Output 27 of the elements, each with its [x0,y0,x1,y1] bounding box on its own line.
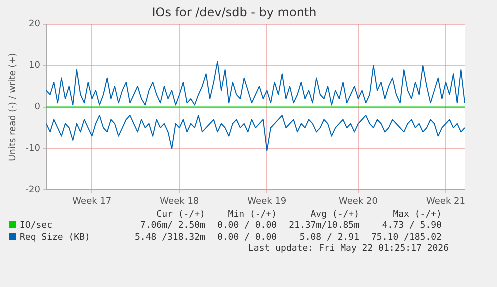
text: 0.00 / 0.00 [216,232,278,244]
chart-title: IOs for /dev/sdb - by month [152,5,317,20]
text: Last update: Fri May 22 01:25:17 2026 [248,244,450,254]
text: Cur (-/+) [156,210,206,220]
y-tick-label: -10 [26,144,41,154]
text: 4.73 / 5.90 [381,220,443,232]
text: 5.08 / 2.91 [298,232,361,244]
y-axis-title: Units read (-) / write (+) [8,53,19,162]
x-tick-label: Week 21 [426,196,466,207]
text: 7.06m/ 2.50m [139,220,206,232]
x-tick-label: Week 18 [160,196,200,207]
text: 21.37m/10.85m [288,220,361,232]
x-tick-label: Week 17 [72,196,112,207]
y-tick-label: 20 [29,20,41,30]
text: 0.00 / 0.00 [216,220,278,232]
text: Avg (-/+) [310,210,361,220]
legend-label: IO/sec [19,220,54,232]
text: 75.10 /185.02 [370,232,443,244]
x-tick-label: Week 20 [338,196,378,207]
y-tick-label: -20 [26,186,41,196]
y-tick-label: 10 [29,61,41,72]
text: Max (-/+) [392,210,443,220]
text: 5.48 /318.32m [134,232,206,244]
x-tick-label: Week 19 [248,196,287,207]
y-tick-label: 0 [34,102,41,113]
text: Min (-/+) [227,210,278,220]
legend-label: Req Size (KB) [19,232,92,244]
